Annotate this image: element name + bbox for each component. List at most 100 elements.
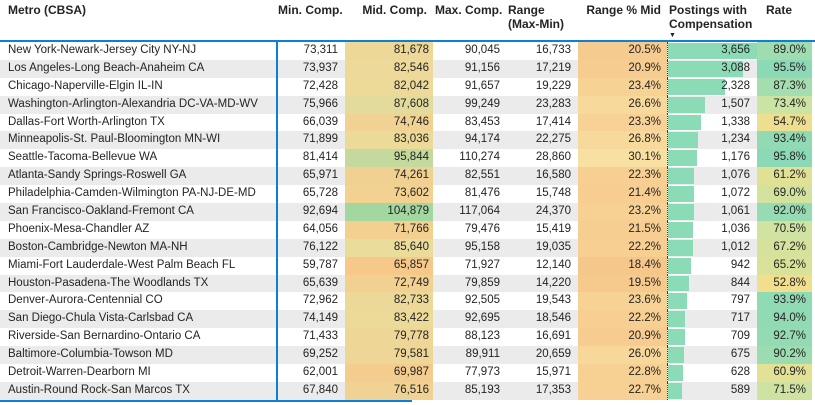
column-header-max-comp[interactable]: Max. Comp. — [433, 0, 506, 40]
table-row[interactable]: Austin-Round Rock-San Marcos TX 67,840 76,… — [0, 381, 815, 400]
range-cell: 22,275 — [535, 133, 571, 146]
range-pct-cell: 22.2% — [578, 310, 667, 329]
range-pct-cell: 26.0% — [578, 346, 667, 365]
table-row[interactable]: Dallas-Fort Worth-Arlington TX 66,039 74,7… — [0, 113, 815, 132]
table-row[interactable]: Los Angeles-Long Beach-Anaheim CA 73,937 8… — [0, 59, 815, 78]
mid-comp-cell: 65,857 — [345, 256, 433, 275]
mid-comp-cell: 82,546 — [345, 59, 433, 78]
sort-descending-icon[interactable]: ▼ — [669, 32, 676, 39]
table-row[interactable]: New York-Newark-Jersey City NY-NJ 73,311 8… — [0, 42, 815, 60]
min-comp-cell: 65,728 — [302, 187, 338, 200]
table-row[interactable]: Atlanta-Sandy Springs-Roswell GA 65,971 74… — [0, 167, 815, 186]
table-row[interactable]: Philadelphia-Camden-Wilmington PA-NJ-DE-… — [0, 185, 815, 204]
max-comp-cell: 81,476 — [464, 187, 500, 200]
postings-value: 675 — [730, 348, 750, 361]
max-comp-cell: 95,158 — [464, 240, 500, 253]
rate-cell: 95.5% — [757, 59, 815, 78]
column-header-range[interactable]: Range (Max-Min) — [506, 0, 578, 40]
max-comp-cell: 79,476 — [464, 222, 500, 235]
mid-comp-cell: 76,516 — [345, 381, 433, 400]
range-cell: 15,748 — [535, 187, 571, 200]
table-row[interactable]: Phoenix-Mesa-Chandler AZ 64,056 71,766 79,4… — [0, 220, 815, 239]
max-comp-cell: 94,174 — [464, 133, 500, 146]
postings-value: 717 — [730, 312, 750, 325]
metro-cell: Minneapolis-St. Paul-Bloomington MN-WI — [0, 131, 278, 150]
table-row[interactable]: San Francisco-Oakland-Fremont CA 92,694 10… — [0, 203, 815, 221]
rate-cell: 60.9% — [757, 364, 815, 382]
range-pct-cell: 30.1% — [578, 149, 667, 168]
max-comp-cell: 92,695 — [464, 312, 500, 325]
postings-data-bar — [668, 311, 686, 328]
column-header-mid-comp[interactable]: Mid. Comp. — [345, 0, 433, 40]
range-cell: 28,860 — [535, 151, 571, 164]
table-row[interactable]: Miami-Fort Lauderdale-West Palm Beach FL… — [0, 256, 815, 275]
metro-cell: Denver-Aurora-Centennial CO — [0, 292, 278, 311]
table-row[interactable]: Riverside-San Bernardino-Ontario CA 71,43… — [0, 328, 815, 347]
postings-cell: 797 — [667, 292, 757, 311]
column-header-rate[interactable]: Rate — [757, 0, 815, 40]
metro-cell: Riverside-San Bernardino-Ontario CA — [0, 328, 278, 347]
table-row[interactable]: Boston-Cambridge-Newton MA-NH 76,122 85,64… — [0, 238, 815, 257]
column-header-range-pct-mid-label: Range % Mid — [586, 3, 661, 17]
table-row[interactable]: Houston-Pasadena-The Woodlands TX 65,639 7… — [0, 274, 815, 293]
range-pct-cell: 22.8% — [578, 364, 667, 382]
range-pct-cell: 21.4% — [578, 185, 667, 204]
table-row[interactable]: Denver-Aurora-Centennial CO 72,962 82,733 9… — [0, 292, 815, 311]
postings-data-bar — [668, 186, 695, 203]
postings-data-bar — [668, 347, 685, 364]
table-row[interactable]: Minneapolis-St. Paul-Bloomington MN-WI 71… — [0, 131, 815, 150]
postings-value: 1,072 — [721, 187, 750, 200]
table-row[interactable]: Washington-Arlington-Alexandria DC-VA-MD… — [0, 95, 815, 114]
postings-value: 797 — [730, 294, 750, 307]
range-cell: 17,353 — [535, 383, 571, 396]
column-header-range-pct-mid[interactable]: Range % Mid — [578, 0, 667, 40]
postings-data-bar — [668, 150, 697, 167]
column-header-min-comp[interactable]: Min. Comp. — [278, 0, 345, 40]
rate-cell: 61.2% — [757, 167, 815, 186]
postings-data-bar — [668, 78, 725, 95]
range-pct-cell: 23.4% — [578, 77, 667, 96]
postings-data-bar — [668, 275, 689, 292]
max-comp-cell: 89,911 — [465, 348, 500, 361]
rate-cell: 92.0% — [757, 203, 815, 221]
postings-data-bar — [668, 365, 684, 381]
min-comp-cell: 92,694 — [302, 205, 338, 218]
postings-cell: 1,507 — [667, 95, 757, 114]
postings-cell: 1,338 — [667, 113, 757, 132]
metro-cell: New York-Newark-Jersey City NY-NJ — [0, 42, 278, 60]
range-cell: 23,283 — [535, 97, 571, 110]
column-header-postings[interactable]: Postings with Compensation ▼ — [667, 0, 757, 40]
table-row[interactable]: Baltimore-Columbia-Towson MD 69,252 79,581… — [0, 346, 815, 365]
mid-comp-cell: 79,581 — [345, 346, 433, 365]
table-row[interactable]: Seattle-Tacoma-Bellevue WA 81,414 95,844 11… — [0, 149, 815, 168]
table-row[interactable]: Detroit-Warren-Dearborn MI 62,001 69,987 77… — [0, 364, 815, 382]
min-comp-cell: 73,937 — [302, 61, 338, 74]
table-row[interactable]: San Diego-Chula Vista-Carlsbad CA 74,149 8… — [0, 310, 815, 329]
min-comp-cell: 67,840 — [302, 383, 338, 396]
rate-cell: 67.2% — [757, 238, 815, 257]
postings-value: 1,234 — [721, 133, 750, 146]
max-comp-cell: 71,927 — [464, 258, 500, 271]
max-comp-cell: 85,193 — [464, 383, 500, 396]
postings-cell: 3,656 — [667, 42, 757, 60]
table-row[interactable]: Chicago-Naperville-Elgin IL-IN 72,428 82,0… — [0, 77, 815, 96]
min-comp-cell: 74,149 — [302, 312, 338, 325]
postings-value: 1,507 — [721, 97, 750, 110]
rate-cell: 54.7% — [757, 113, 815, 132]
rate-cell: 52.8% — [757, 274, 815, 293]
min-comp-cell: 81,414 — [302, 151, 338, 164]
column-header-postings-label-line1: Postings with — [669, 3, 747, 17]
max-comp-cell: 83,453 — [464, 115, 500, 128]
postings-value: 2,328 — [721, 79, 750, 92]
metro-cell: San Diego-Chula Vista-Carlsbad CA — [0, 310, 278, 329]
range-cell: 16,580 — [535, 169, 571, 182]
mid-comp-cell: 73,602 — [345, 185, 433, 204]
metro-cell: Phoenix-Mesa-Chandler AZ — [0, 220, 278, 239]
min-comp-cell: 71,899 — [302, 133, 338, 146]
mid-comp-cell: 79,778 — [345, 328, 433, 347]
postings-cell: 589 — [667, 381, 757, 400]
range-cell: 15,971 — [535, 366, 571, 379]
range-pct-cell: 18.4% — [578, 256, 667, 275]
column-header-metro[interactable]: Metro (CBSA) — [0, 0, 278, 40]
postings-data-bar — [668, 60, 744, 77]
